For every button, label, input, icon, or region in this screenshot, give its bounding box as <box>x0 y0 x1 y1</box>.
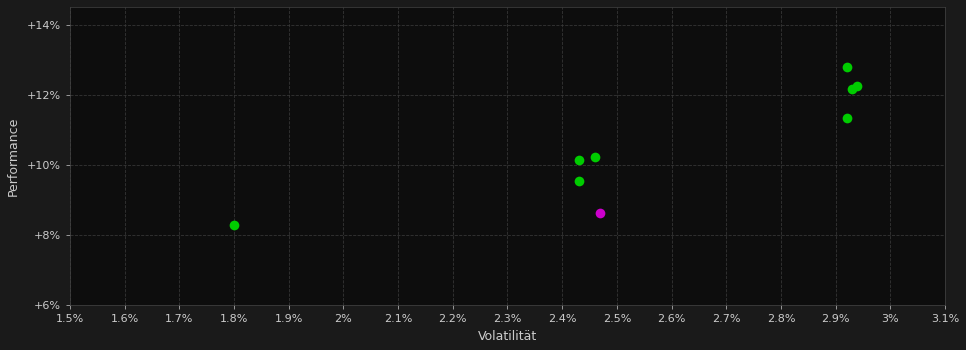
X-axis label: Volatilität: Volatilität <box>478 330 537 343</box>
Y-axis label: Performance: Performance <box>7 117 20 196</box>
